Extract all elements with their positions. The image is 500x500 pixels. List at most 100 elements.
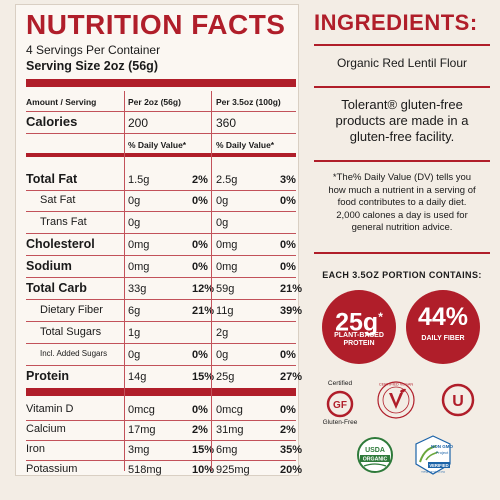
- fiber-badge: 44% DAILY FIBER: [406, 290, 480, 364]
- row-rule: [26, 233, 296, 234]
- nongmo-verified-text: VERIFIED: [429, 463, 448, 468]
- row-dv-2: 21%: [280, 283, 303, 295]
- calories-value-1: 200: [128, 116, 149, 130]
- ingredients-rule-mid: [314, 86, 490, 88]
- row-amount-1: 17mg: [128, 424, 156, 436]
- row-rule: [26, 211, 296, 212]
- row-amount-2: 2.5g: [216, 174, 238, 186]
- row-amount-1: 0mg: [128, 261, 150, 273]
- row-amount-2: 11g: [216, 305, 234, 317]
- row-label: Protein: [26, 369, 70, 383]
- dv-header-1: % Daily Value*: [128, 140, 187, 150]
- row-dv-2: 39%: [280, 305, 303, 317]
- row-dv-1: 0%: [192, 261, 208, 273]
- row-amount-2: 2g: [216, 327, 229, 339]
- row-dv-1: 0%: [192, 349, 208, 361]
- portion-heading: EACH 3.5OZ PORTION CONTAINS:: [322, 270, 482, 280]
- gluten-line-2: products are made in a: [335, 113, 469, 128]
- row-amount-1: 0mcg: [128, 404, 155, 416]
- row-dv-2: 0%: [280, 349, 296, 361]
- usda-organic-icon: USDA ORGANIC: [357, 437, 393, 473]
- column-divider-1: [124, 91, 125, 471]
- header-rule: [26, 111, 296, 112]
- nutrition-facts-panel: NUTRITION FACTS 4 Servings Per Container…: [15, 4, 303, 476]
- gf-bottom-text: Gluten-Free: [322, 419, 358, 426]
- calories-rule: [26, 133, 296, 134]
- row-dv-1: 2%: [192, 424, 208, 436]
- ingredients-title: INGREDIENTS:: [314, 10, 478, 35]
- row-label: Dietary Fiber: [40, 304, 103, 316]
- header-col1: Per 2oz (56g): [128, 97, 181, 107]
- row-amount-2: 0g: [216, 217, 229, 229]
- row-amount-2: 25g: [216, 371, 235, 383]
- row-amount-1: 1g: [128, 327, 141, 339]
- row-dv-1: 2%: [192, 174, 208, 186]
- ingredients-rule-bottom: [314, 252, 490, 254]
- calories-thick-rule: [26, 153, 296, 157]
- row-amount-1: 14g: [128, 371, 147, 383]
- row-rule: [26, 190, 296, 191]
- row-amount-1: 0g: [128, 195, 141, 207]
- nongmo-mid-text: Project: [436, 450, 449, 455]
- row-amount-2: 0mcg: [216, 404, 243, 416]
- dv-line-1: *The% Daily Value (DV) tells you: [332, 172, 472, 183]
- header-amount: Amount / Serving: [26, 97, 97, 107]
- row-dv-1: 12%: [192, 283, 215, 295]
- row-label: Total Fat: [26, 172, 78, 186]
- row-label: Incl. Added Sugars: [40, 349, 108, 358]
- gf-certified-text: Certified: [327, 380, 353, 387]
- gluten-line-1: Tolerant® gluten-free: [341, 97, 463, 112]
- row-label: Iron: [26, 443, 45, 455]
- row-rule: [26, 255, 296, 256]
- gluten-free-icon: GF: [326, 390, 354, 418]
- dv-line-5: general nutrition advice.: [351, 222, 453, 233]
- row-label: Cholesterol: [26, 237, 95, 251]
- row-dv-2: 35%: [280, 444, 303, 456]
- row-dv-2: 20%: [280, 464, 303, 476]
- protein-number: 25g: [335, 308, 379, 337]
- row-amount-2: 31mg: [216, 424, 244, 436]
- ingredients-text: Organic Red Lentil Flour: [336, 56, 468, 70]
- row-dv-2: 27%: [280, 371, 303, 383]
- row-rule: [26, 460, 296, 461]
- ingredients-rule-low: [314, 160, 490, 162]
- row-rule: [26, 365, 296, 366]
- non-gmo-icon: NON GMO Project VERIFIED nongmoproject.o…: [415, 435, 453, 475]
- row-rule: [26, 420, 296, 421]
- daily-value-note: *The% Daily Value (DV) tells you how muc…: [312, 172, 492, 235]
- protein-label: PLANT-BASED PROTEIN: [326, 332, 392, 348]
- row-dv-2: 0%: [280, 261, 296, 273]
- nutrition-title: NUTRITION FACTS: [26, 9, 286, 40]
- row-amount-1: 518mg: [128, 464, 162, 476]
- certified-vegan-icon: CERTIFIED VEGAN: [377, 381, 415, 419]
- column-divider-2: [211, 91, 212, 471]
- row-dv-1: 21%: [192, 305, 215, 317]
- row-label: Sat Fat: [40, 194, 76, 206]
- row-amount-2: 0mg: [216, 261, 238, 273]
- row-dv-2: 0%: [280, 404, 296, 416]
- gluten-line-3: gluten-free facility.: [349, 129, 455, 144]
- calories-value-2: 360: [216, 116, 237, 130]
- row-rule: [26, 277, 296, 278]
- row-dv-1: 0%: [192, 239, 208, 251]
- row-dv-1: 15%: [192, 444, 215, 456]
- servings-per-container: 4 Servings Per Container: [26, 43, 161, 57]
- nongmo-url-text: nongmoproject.org: [421, 470, 445, 474]
- row-amount-1: 0g: [128, 349, 141, 361]
- row-amount-2: 0mg: [216, 239, 238, 251]
- row-dv-1: 0%: [192, 195, 208, 207]
- row-amount-1: 0g: [128, 217, 141, 229]
- dv-header-2: % Daily Value*: [216, 140, 275, 150]
- row-amount-1: 33g: [128, 283, 147, 295]
- row-dv-2: 3%: [280, 174, 296, 186]
- header-col2: Per 3.5oz (100g): [216, 97, 281, 107]
- row-dv-1: 0%: [192, 404, 208, 416]
- usda-text: USDA: [365, 447, 385, 454]
- row-amount-2: 0g: [216, 195, 229, 207]
- row-rule: [26, 299, 296, 300]
- organic-text: ORGANIC: [363, 457, 388, 463]
- row-label: Total Sugars: [40, 326, 102, 338]
- ingredients-rule-top: [314, 44, 490, 46]
- row-amount-2: 0g: [216, 349, 229, 361]
- row-amount-1: 1.5g: [128, 174, 150, 186]
